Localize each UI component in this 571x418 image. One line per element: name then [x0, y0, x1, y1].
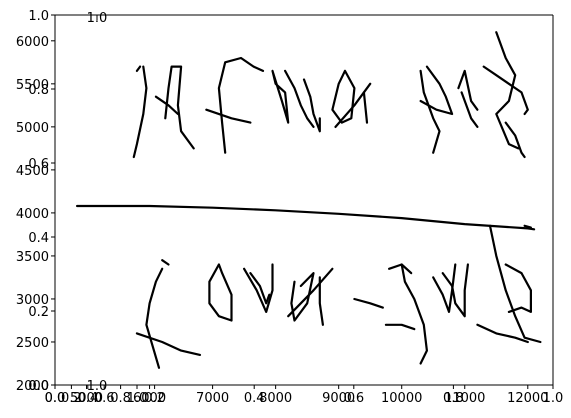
ink-stroke — [400, 263, 428, 365]
ink-stroke — [135, 65, 142, 73]
ink-stroke — [457, 69, 479, 111]
overlay-y-tick-label: 1.0 — [28, 9, 49, 24]
ink-stroke — [249, 272, 271, 305]
ink-stroke — [243, 263, 274, 313]
ink-stroke — [432, 263, 457, 313]
overlay-y-tick-label: 0.0 — [28, 379, 49, 394]
small-x-tick-label: 0.2 — [61, 391, 82, 406]
small-y-tick-label: 1.0 — [87, 11, 108, 26]
ink-stroke — [353, 297, 384, 309]
y-tick-label: 3000 — [16, 293, 49, 308]
ink-stroke — [164, 65, 195, 150]
ink-stroke — [504, 263, 533, 313]
ink-stroke — [476, 323, 529, 344]
ink-stroke — [302, 78, 321, 133]
overlay-x-tick-label: 0.2 — [144, 391, 165, 406]
overlay-x-tick-label: 0.4 — [244, 391, 265, 406]
y-tick-label: 4500 — [16, 164, 49, 179]
overlay-y-tick-label: 0.8 — [28, 83, 49, 98]
overlay-x-tick-label: 0.0 — [45, 391, 66, 406]
ink-stroke — [334, 82, 372, 129]
ink-stroke — [384, 323, 416, 331]
ink-stroke — [208, 263, 233, 322]
small-x-tick-label: 0.0 — [45, 391, 66, 406]
plot-area — [55, 15, 553, 385]
y-tick-label: 4000 — [16, 207, 49, 222]
ink-stroke — [419, 69, 441, 154]
ink-stroke — [331, 69, 356, 124]
x-tick-label: 5000 — [70, 391, 103, 406]
small-y-tick-label: 0.0 — [28, 379, 49, 394]
ink-stroke — [290, 272, 315, 322]
ink-stroke — [271, 69, 290, 124]
small-x-tick-label: 0.4 — [77, 391, 98, 406]
ink-stroke — [504, 121, 526, 159]
x-tick-label: 7000 — [196, 391, 229, 406]
small-x-extra-label: 1.0 — [87, 379, 108, 394]
ink-stroke — [287, 267, 334, 318]
y-tick-label: 6000 — [16, 35, 49, 50]
ink-stroke — [388, 263, 413, 275]
ink-stroke — [523, 224, 533, 229]
y-tick-label: 5000 — [16, 121, 49, 136]
ink-stroke — [205, 108, 252, 124]
small-x-tick-label: 1.0 — [127, 391, 148, 406]
ink-stroke — [161, 259, 170, 266]
small-x-tick-label: 0.8 — [110, 391, 131, 406]
ink-stroke — [284, 69, 315, 129]
ink-stroke — [135, 332, 202, 356]
overlay-y-tick-label: 0.6 — [28, 157, 49, 172]
x-tick-label: 8000 — [259, 391, 292, 406]
x-tick-label: 6000 — [133, 391, 166, 406]
ink-stroke — [75, 204, 536, 231]
ink-stroke — [482, 65, 529, 116]
axes-spines — [54, 14, 554, 386]
ink-stroke — [217, 56, 265, 154]
y-tick-label: 2500 — [16, 336, 49, 351]
ink-stroke — [419, 65, 454, 116]
x-tick-label: 9000 — [322, 391, 355, 406]
small-x-tick-label: 0.6 — [94, 391, 115, 406]
ink-stroke — [318, 276, 324, 326]
overlay-y-tick-label: 0.4 — [28, 231, 49, 246]
y-tick-label: 3500 — [16, 250, 49, 265]
ink-stroke — [154, 95, 179, 116]
overlay-x-tick-label: 0.6 — [343, 391, 364, 406]
overlay-x-tick-label: 1.0 — [543, 391, 564, 406]
ink-stroke — [460, 91, 479, 129]
x-tick-label: 12000 — [507, 391, 548, 406]
ink-stroke — [488, 224, 542, 344]
ink-stroke — [495, 31, 520, 150]
x-tick-label: 10000 — [381, 391, 422, 406]
axes-ticks: 5000 6000 7000 8000 9000 10000 11000 12000 2000 2… — [16, 9, 563, 406]
ink-stroke — [362, 91, 369, 124]
ink-stroke — [145, 267, 164, 369]
x-tick-label: 11000 — [444, 391, 485, 406]
y-tick-label: 2000 — [16, 379, 49, 394]
y-tick-label: 5500 — [16, 78, 49, 93]
ink-stroke — [132, 65, 148, 159]
ink-stroke — [441, 263, 469, 318]
ink-strokes — [75, 31, 542, 369]
overlay-y-tick-label: 0.2 — [28, 305, 49, 320]
overlay-x-tick-label: 0.8 — [443, 391, 464, 406]
